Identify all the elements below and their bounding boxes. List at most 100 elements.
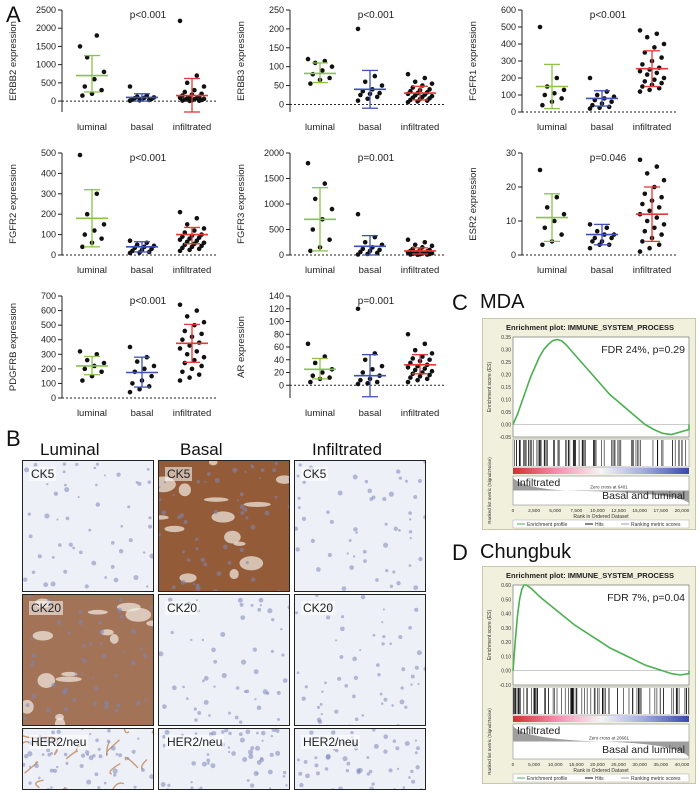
nucleus bbox=[201, 761, 207, 767]
nucleus bbox=[246, 778, 250, 782]
y-axis-label: AR expression bbox=[236, 316, 247, 378]
category-label: infiltrated bbox=[401, 122, 440, 133]
data-point bbox=[137, 98, 142, 103]
nucleus bbox=[338, 786, 344, 789]
nucleus bbox=[171, 685, 177, 691]
nucleus bbox=[383, 542, 389, 548]
nucleus bbox=[277, 589, 280, 591]
membrane-stain bbox=[35, 779, 44, 789]
data-point bbox=[99, 236, 104, 241]
nucleus bbox=[47, 753, 52, 757]
es-tick-label: 0.30 bbox=[501, 348, 511, 354]
nucleus bbox=[410, 674, 415, 679]
nucleus bbox=[133, 785, 137, 789]
nucleus bbox=[91, 676, 95, 680]
nucleus bbox=[295, 547, 300, 552]
y-tick-label: 2000 bbox=[264, 148, 284, 158]
data-point bbox=[559, 96, 564, 101]
nucleus bbox=[314, 763, 319, 768]
y-tick-label: 500 bbox=[41, 320, 56, 330]
nucleus bbox=[245, 561, 249, 565]
nucleus bbox=[345, 768, 350, 773]
data-point bbox=[130, 381, 135, 386]
data-point bbox=[177, 237, 183, 242]
nucleus bbox=[46, 788, 51, 789]
data-point bbox=[590, 239, 595, 244]
nucleus bbox=[309, 730, 314, 735]
nucleus bbox=[310, 538, 315, 544]
data-point bbox=[587, 106, 593, 111]
nucleus bbox=[237, 597, 243, 603]
y-tick-label: 80 bbox=[274, 329, 284, 339]
nucleus bbox=[410, 683, 413, 686]
gsea-plot-mda: Enrichment plot: IMMUNE_SYSTEM_PROCESS 0.… bbox=[482, 318, 696, 530]
data-point bbox=[362, 79, 368, 85]
nucleus bbox=[348, 538, 352, 542]
nucleus bbox=[377, 673, 381, 677]
data-point bbox=[652, 45, 657, 50]
nucleus bbox=[223, 544, 228, 550]
nucleus bbox=[376, 663, 380, 667]
nucleus bbox=[301, 516, 307, 522]
y-axis-label: ERBB2 expression bbox=[8, 21, 19, 101]
data-point bbox=[609, 235, 614, 241]
data-point bbox=[201, 319, 207, 325]
data-point bbox=[594, 92, 600, 98]
data-point bbox=[329, 64, 335, 69]
nucleus bbox=[364, 479, 369, 484]
nucleus bbox=[400, 686, 404, 690]
nucleus bbox=[150, 605, 153, 610]
category-label: luminal bbox=[77, 122, 107, 133]
nucleus bbox=[112, 768, 118, 774]
category-label: luminal bbox=[305, 408, 335, 419]
nucleus bbox=[195, 585, 201, 591]
ihc-tile: HER2/neu bbox=[22, 728, 154, 790]
es-axis-label: Enrichment score (ES) bbox=[487, 362, 493, 413]
nucleus bbox=[301, 696, 306, 701]
data-point bbox=[187, 375, 192, 380]
legend-entry: Hits bbox=[595, 776, 604, 782]
category-label: basal bbox=[131, 408, 154, 419]
nucleus bbox=[72, 697, 77, 702]
enrichment-profile-line bbox=[512, 584, 690, 676]
y-axis-label: FGFR1 expression bbox=[468, 21, 479, 101]
y-tick-label: 600 bbox=[41, 306, 56, 316]
nucleus bbox=[276, 690, 281, 695]
nucleus bbox=[389, 584, 394, 588]
nucleus bbox=[317, 719, 323, 725]
nucleus bbox=[227, 560, 232, 565]
metric-axis-label: Ranked list metric (Signal2Noise) bbox=[487, 457, 492, 524]
data-point bbox=[77, 349, 83, 354]
es-panel bbox=[512, 584, 690, 686]
data-point bbox=[127, 238, 133, 244]
data-point bbox=[320, 68, 325, 73]
ihc-image bbox=[159, 595, 289, 725]
nucleus bbox=[62, 470, 66, 474]
nucleus bbox=[348, 724, 351, 725]
legend-entry: Enrichment profile bbox=[527, 522, 568, 528]
data-point bbox=[537, 24, 543, 30]
nucleus bbox=[84, 750, 90, 755]
data-point bbox=[187, 98, 192, 104]
membrane-stain bbox=[62, 786, 67, 789]
dab-stain bbox=[159, 461, 289, 591]
legend-entry: Ranking metric scores bbox=[631, 776, 681, 782]
data-point bbox=[312, 360, 318, 366]
nucleus bbox=[72, 546, 76, 550]
nucleus bbox=[371, 495, 376, 500]
legend-box bbox=[512, 519, 690, 529]
category-label: basal bbox=[359, 265, 382, 276]
data-point bbox=[77, 44, 83, 49]
nucleus bbox=[238, 720, 243, 724]
data-point bbox=[654, 31, 660, 37]
category-label: infiltrated bbox=[633, 265, 672, 276]
nucleus bbox=[325, 615, 331, 620]
data-point bbox=[661, 75, 667, 81]
hits-panel bbox=[512, 438, 690, 468]
legend-entry: Ranking metric scores bbox=[631, 522, 681, 528]
data-point bbox=[652, 77, 657, 82]
nucleus bbox=[320, 713, 323, 716]
data-point bbox=[420, 83, 425, 88]
data-point bbox=[415, 252, 420, 258]
nucleus bbox=[314, 756, 318, 760]
